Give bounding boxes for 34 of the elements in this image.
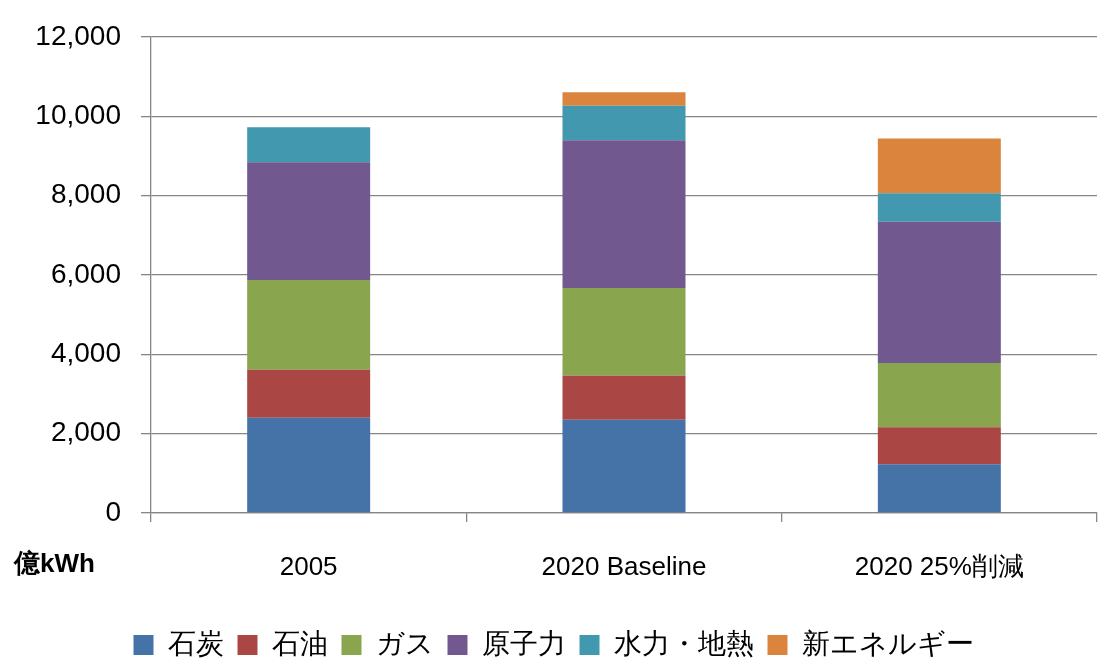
y-tick-label: 6,000	[50, 257, 121, 289]
bar	[877, 221, 1001, 363]
legend-label: 石炭	[167, 627, 224, 659]
bar	[562, 105, 686, 141]
bar	[877, 427, 1001, 465]
y-tick-label: 2,000	[50, 416, 121, 448]
bar	[562, 375, 686, 420]
y-tick-label: 10,000	[35, 98, 121, 130]
bar	[247, 417, 371, 513]
y-tick-label: 4,000	[50, 336, 121, 368]
bar	[247, 127, 371, 163]
x-tick-label: 2020 25%削減	[854, 550, 1024, 581]
y-tick-label: 8,000	[50, 178, 121, 210]
bar	[877, 193, 1001, 222]
bar	[877, 138, 1001, 194]
legend-label: ガス	[375, 627, 434, 659]
y-axis-title: 億kWh	[13, 548, 95, 579]
bar	[562, 140, 686, 288]
x-tick-label: 2020 Baseline	[541, 550, 707, 581]
bar	[877, 363, 1001, 428]
bar	[247, 369, 371, 418]
bar	[562, 92, 686, 106]
bar	[562, 419, 686, 513]
legend-label: 水力・地熱	[613, 627, 754, 659]
y-tick-label: 12,000	[35, 19, 121, 51]
y-tick-label: 0	[105, 495, 121, 527]
bar	[562, 288, 686, 376]
bar	[247, 162, 371, 281]
bar	[247, 280, 371, 370]
legend-label: 新エネルギー	[801, 627, 974, 659]
legend-label: 原子力	[481, 627, 566, 659]
legend-label: 石油	[271, 627, 328, 659]
x-tick-label: 2005	[279, 550, 338, 581]
bar	[877, 464, 1001, 513]
